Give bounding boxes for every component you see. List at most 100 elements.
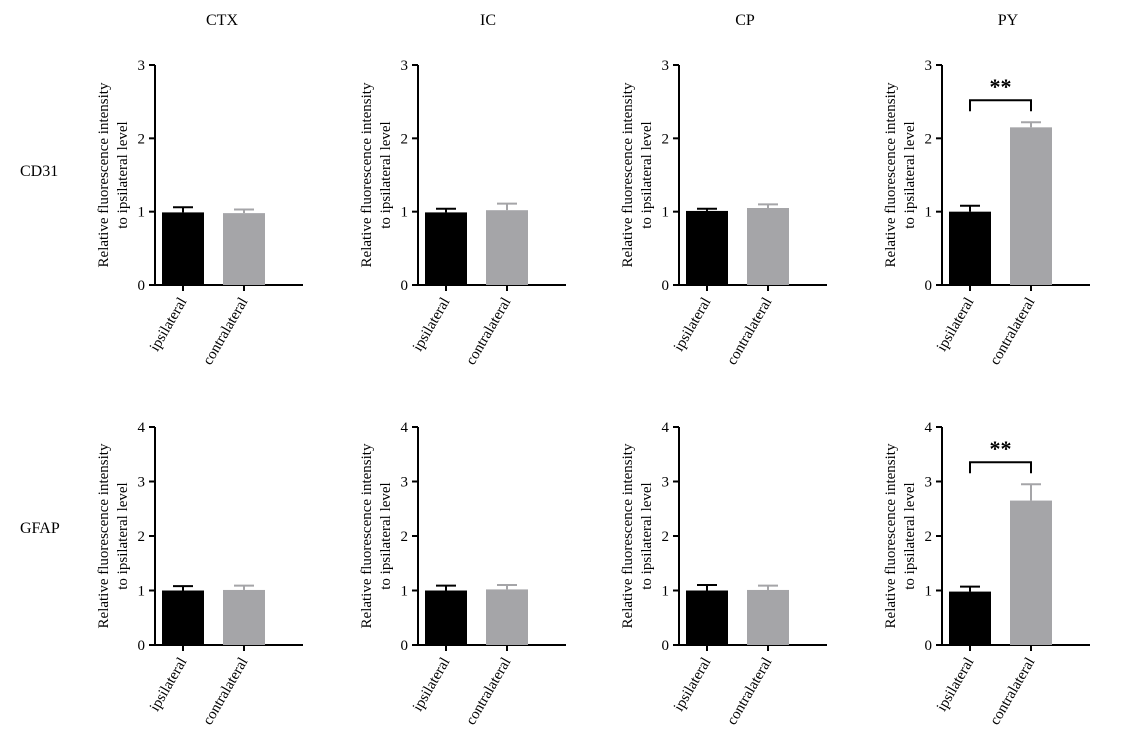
y-tick-label: 4	[925, 420, 933, 436]
y-tick-label: 1	[138, 584, 146, 600]
y-axis-label-line: Relative fluorescence intensity	[883, 443, 899, 628]
y-tick-label: 3	[401, 58, 409, 74]
bar-contralateral	[1010, 500, 1052, 645]
y-tick-label: 3	[925, 58, 933, 74]
x-tick-label: ipsilateral	[410, 655, 453, 714]
y-tick-label: 0	[401, 278, 409, 294]
y-tick-label: 0	[138, 278, 146, 294]
bar-contralateral	[486, 589, 528, 645]
y-tick-label: 0	[138, 638, 146, 654]
y-tick-label: 4	[138, 420, 146, 436]
column-title-ic: IC	[480, 12, 496, 29]
y-axis-label-line: to ipsilateral level	[639, 121, 655, 228]
y-axis-label-line: to ipsilateral level	[902, 121, 918, 228]
chart-gfap-cp: Relative fluorescence intensity to ipsila…	[620, 420, 827, 728]
x-tick-label: contralateral	[987, 295, 1038, 368]
x-tick-label: contralateral	[724, 295, 775, 368]
y-axis-label: Relative fluorescence intensity to ipsila…	[883, 443, 918, 628]
y-tick-label: 0	[401, 638, 409, 654]
bar-contralateral	[747, 208, 789, 285]
y-axis-label: Relative fluorescence intensity to ipsila…	[620, 443, 655, 628]
y-axis-label-line: Relative fluorescence intensity	[359, 82, 375, 267]
x-tick-label: contralateral	[463, 655, 514, 728]
y-tick-label: 1	[925, 205, 933, 221]
bar-ipsilateral	[949, 591, 991, 645]
y-axis-label-line: Relative fluorescence intensity	[359, 443, 375, 628]
y-axis-label-line: to ipsilateral level	[115, 121, 131, 228]
y-axis-label: Relative fluorescence intensity to ipsila…	[883, 82, 918, 267]
significance-label: **	[990, 436, 1012, 461]
y-tick-label: 3	[662, 475, 670, 491]
x-tick-label: contralateral	[200, 295, 251, 368]
bar-contralateral	[223, 589, 265, 645]
chart-gfap-ctx: Relative fluorescence intensity to ipsila…	[96, 420, 303, 728]
x-tick-label: contralateral	[200, 655, 251, 728]
y-tick-label: 1	[662, 584, 670, 600]
bar-ipsilateral	[686, 210, 728, 285]
y-tick-label: 3	[662, 58, 670, 74]
bar-contralateral	[486, 210, 528, 285]
x-tick-label: ipsilateral	[147, 295, 190, 354]
row-title-cd31: CD31	[20, 163, 59, 180]
x-tick-label: ipsilateral	[671, 295, 714, 354]
y-axis-label: Relative fluorescence intensity to ipsila…	[96, 443, 131, 628]
bar-ipsilateral	[949, 211, 991, 285]
bar-ipsilateral	[425, 590, 467, 645]
chart-cd31-ic: Relative fluorescence intensity to ipsila…	[359, 58, 566, 368]
row-title-gfap: GFAP	[20, 520, 60, 537]
y-tick-label: 0	[662, 278, 670, 294]
bar-ipsilateral	[162, 212, 204, 285]
y-axis-label-line: to ipsilateral level	[378, 482, 394, 589]
y-tick-label: 3	[925, 475, 933, 491]
significance-bracket	[969, 99, 1032, 112]
y-axis-label: Relative fluorescence intensity to ipsila…	[96, 82, 131, 267]
y-tick-label: 1	[662, 205, 670, 221]
x-tick-label: contralateral	[463, 295, 514, 368]
y-tick-label: 2	[138, 529, 146, 545]
bar-ipsilateral	[686, 590, 728, 645]
y-tick-label: 0	[925, 278, 933, 294]
x-tick-label: contralateral	[724, 655, 775, 728]
x-tick-label: ipsilateral	[934, 295, 977, 354]
column-title-ctx: CTX	[206, 12, 238, 29]
column-title-cp: CP	[735, 12, 755, 29]
y-tick-label: 1	[925, 584, 933, 600]
y-tick-label: 1	[138, 205, 146, 221]
bar-ipsilateral	[425, 212, 467, 285]
x-tick-label: ipsilateral	[671, 655, 714, 714]
bar-contralateral	[747, 589, 789, 645]
y-tick-label: 2	[138, 131, 146, 147]
significance-bracket	[969, 461, 1032, 474]
y-tick-label: 4	[401, 420, 409, 436]
column-title-py: PY	[997, 12, 1019, 29]
y-tick-label: 0	[925, 638, 933, 654]
y-axis-label-line: Relative fluorescence intensity	[96, 82, 112, 267]
y-tick-label: 2	[925, 131, 933, 147]
y-tick-label: 0	[662, 638, 670, 654]
significance-label: **	[990, 74, 1012, 99]
y-axis-label-line: Relative fluorescence intensity	[620, 82, 636, 267]
x-tick-label: contralateral	[987, 655, 1038, 728]
y-axis-label-line: Relative fluorescence intensity	[96, 443, 112, 628]
y-axis-label: Relative fluorescence intensity to ipsila…	[359, 443, 394, 628]
y-tick-label: 2	[401, 529, 409, 545]
chart-cd31-py: Relative fluorescence intensity to ipsila…	[883, 58, 1090, 368]
y-axis-label-line: Relative fluorescence intensity	[883, 82, 899, 267]
chart-gfap-ic: Relative fluorescence intensity to ipsila…	[359, 420, 566, 728]
chart-gfap-py: Relative fluorescence intensity to ipsila…	[883, 420, 1090, 728]
y-tick-label: 2	[662, 131, 670, 147]
chart-cd31-cp: Relative fluorescence intensity to ipsila…	[620, 58, 827, 368]
y-tick-label: 3	[401, 475, 409, 491]
y-axis-label: Relative fluorescence intensity to ipsila…	[359, 82, 394, 267]
y-axis-label: Relative fluorescence intensity to ipsila…	[620, 82, 655, 267]
y-axis-label-line: to ipsilateral level	[639, 482, 655, 589]
y-tick-label: 4	[662, 420, 670, 436]
y-tick-label: 3	[138, 58, 146, 74]
x-tick-label: ipsilateral	[147, 655, 190, 714]
chart-cd31-ctx: Relative fluorescence intensity to ipsila…	[96, 58, 303, 368]
y-axis-label-line: to ipsilateral level	[378, 121, 394, 228]
bar-ipsilateral	[162, 590, 204, 645]
y-tick-label: 2	[401, 131, 409, 147]
y-tick-label: 2	[662, 529, 670, 545]
